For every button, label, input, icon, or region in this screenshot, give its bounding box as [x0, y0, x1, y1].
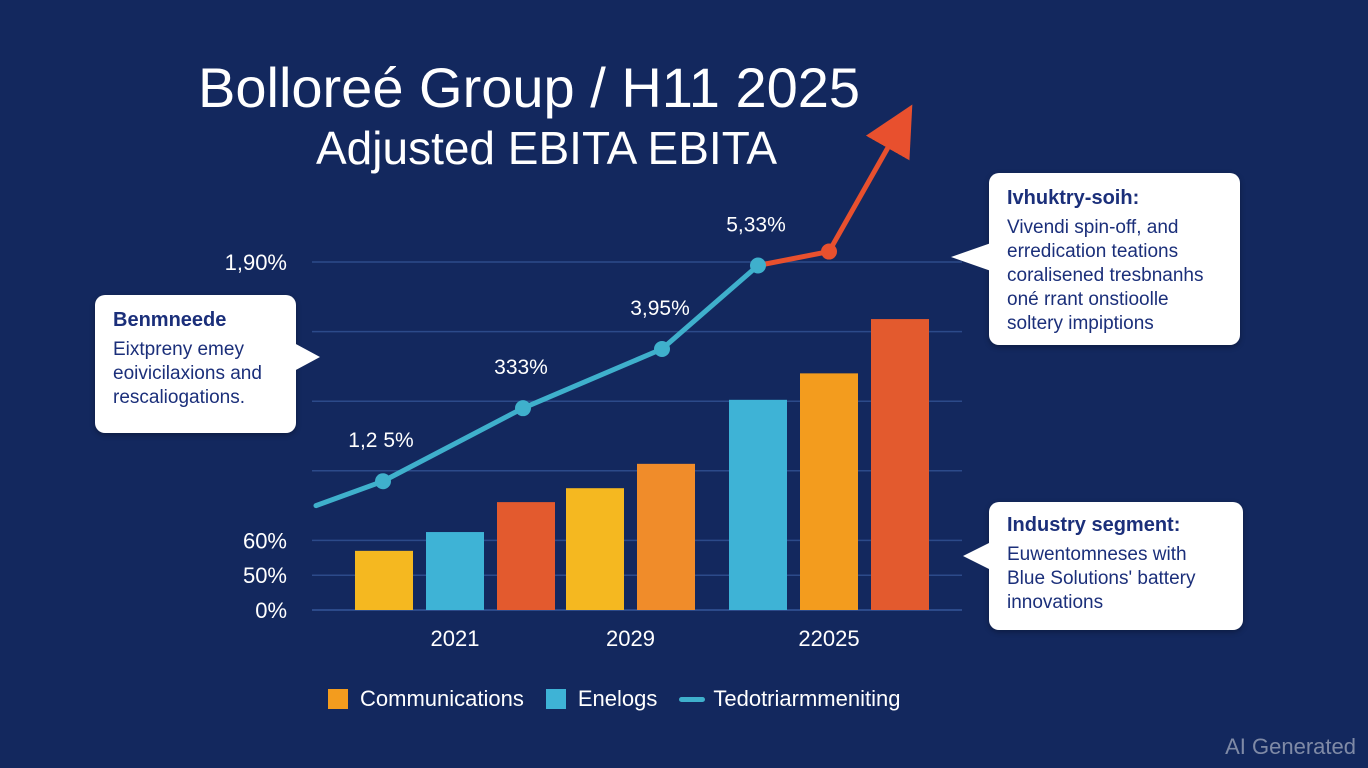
line-point	[375, 473, 391, 490]
line-point	[750, 257, 766, 274]
callout-bottom-right-line: Blue Solutions' battery	[1007, 568, 1196, 589]
callout-left: Benmneede Eixtpreny emey eoivicilaxions …	[95, 295, 320, 433]
callout-pointer	[951, 243, 991, 271]
legend-swatch	[545, 689, 566, 709]
callout-pointer	[294, 343, 320, 371]
x-axis-ticks: 2021 2029 22025	[431, 626, 860, 651]
chart-legend: Communications Enelogs Tedotriarmmenitin…	[328, 686, 922, 712]
bar-layer	[355, 319, 929, 610]
legend-label: Communications	[360, 686, 524, 711]
line-point	[654, 341, 670, 357]
y-tick-label: 60%	[243, 528, 287, 553]
callout-left-heading: Benmneede	[113, 309, 227, 331]
ai-generated-watermark: AI Generated	[1225, 734, 1356, 759]
bar	[566, 488, 624, 610]
bar	[497, 502, 555, 610]
x-tick-label: 22025	[798, 626, 859, 651]
line-point-label: 5,33%	[726, 213, 786, 236]
legend-item-communications: Communications	[328, 686, 524, 712]
callout-bottom-right-heading: Industry segment:	[1007, 514, 1181, 536]
legend-swatch	[328, 689, 348, 709]
legend-label: Tedotriarmmeniting	[713, 686, 901, 711]
trend-point	[821, 243, 837, 260]
callout-bottom-right: Industry segment: Euwentomneses with Blu…	[963, 502, 1243, 630]
line-point-label: 333%	[494, 356, 548, 379]
legend-item-enelogs: Enelogs	[545, 686, 658, 712]
bar	[426, 532, 484, 610]
x-tick-label: 2021	[431, 626, 480, 651]
legend-label: Enelogs	[577, 686, 658, 711]
line-point-label: 1,2 5%	[348, 429, 413, 452]
callout-top-right-line: oné rrant onstioolle	[1007, 289, 1169, 310]
callout-top-right-line: coralisened tresbnanhs	[1007, 265, 1204, 286]
bar	[355, 550, 413, 610]
x-tick-label: 2029	[606, 626, 655, 651]
callout-top-right-line: Vivendi spin-off, and	[1007, 217, 1179, 238]
line-point	[515, 400, 531, 417]
callout-left-line: Eixtpreny emey	[113, 339, 244, 360]
callout-top-right-line: erredication teations	[1007, 241, 1179, 262]
callout-pointer	[963, 542, 991, 570]
callout-top-right-heading: Ivhuktry-soih:	[1007, 187, 1140, 209]
line-point-label: 3,95%	[630, 297, 690, 320]
callout-top-right: Ivhuktry-soih: Vivendi spin-off, and err…	[951, 173, 1240, 345]
callout-bottom-right-line: innovations	[1007, 592, 1104, 613]
chart-subtitle: Adjusted EBITA EBITA	[316, 122, 778, 174]
bar	[637, 463, 695, 610]
line-series-layer: 1,2 5% 333% 3,95% 5,33%	[313, 104, 913, 509]
bar	[729, 399, 787, 610]
callout-left-line: rescaliogations.	[113, 387, 246, 408]
y-axis-ticks: 0% 50% 60% 1,90%	[225, 250, 287, 623]
y-tick-label: 50%	[243, 563, 287, 588]
legend-line-swatch	[679, 696, 706, 702]
y-tick-label: 1,90%	[225, 250, 287, 275]
callout-left-line: eoivicilaxions and	[113, 363, 262, 384]
callout-top-right-line: soltery impiptions	[1007, 313, 1154, 334]
legend-item-line-series: Tedotriarmmeniting	[679, 686, 900, 712]
y-tick-label: 0%	[255, 598, 287, 623]
chart-title: Bolloreé Group / H11 2025	[198, 56, 861, 119]
bar	[871, 319, 929, 610]
bar	[800, 373, 858, 610]
callout-bottom-right-line: Euwentomneses with	[1007, 544, 1187, 565]
